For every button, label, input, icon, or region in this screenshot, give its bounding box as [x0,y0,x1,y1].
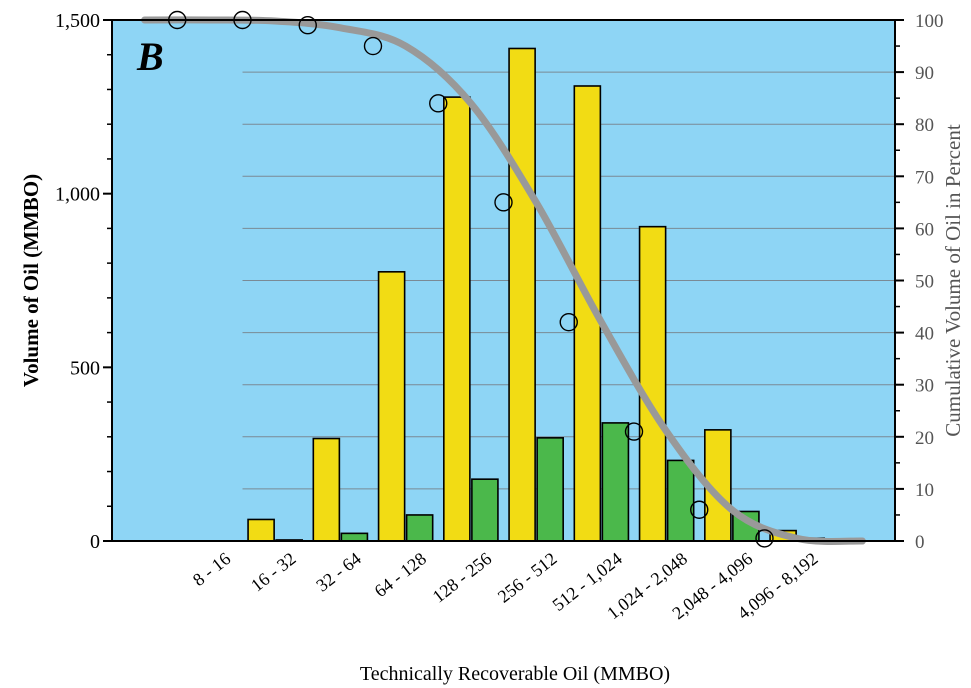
bar-series-2 [601,422,630,542]
panel-label: B [136,34,164,79]
y2-tick-label: 30 [915,376,934,397]
y-tick-label: 1,000 [55,184,100,206]
bar-series-1 [312,437,341,542]
x-tick-label: 32 - 64 [312,548,365,595]
y-tick-label: 500 [70,357,100,379]
y2-tick-label: 100 [915,11,944,32]
cumulative-marker [690,500,709,519]
y2-tick-label: 60 [915,219,934,240]
bar-series-1 [638,225,667,542]
y2-tick-label: 40 [915,324,934,345]
bar-series-1 [443,96,471,542]
x-axis-label: Technically Recoverable Oil (MMBO) [360,663,670,685]
bar-series-2 [471,478,499,542]
cumulative-marker [559,312,578,332]
cumulative-marker [624,422,644,441]
bars [247,47,825,542]
cumulative-marker [755,529,774,548]
y2-tick-label: 90 [915,63,934,84]
x-tick-label: 8 - 16 [189,548,234,590]
bar-series-1 [377,271,406,542]
gridlines [242,71,895,490]
y-tick-label: 1,500 [55,10,100,32]
y2-tick-label: 20 [915,428,934,449]
x-tick-label: 64 - 128 [370,548,430,601]
x-tick-label: 128 - 256 [429,548,496,606]
y-axis-left: 0 500 1,000 1,500 [55,10,112,553]
y2-tick-label: 10 [915,480,934,501]
bar-series-1 [508,47,536,542]
bar-series-2 [666,459,695,542]
y2-tick-label: 0 [915,532,925,553]
y-axis-label: Volume of Oil (MMBO) [19,174,43,387]
bar-series-1 [247,518,275,542]
y2-axis-label: Cumulative Volume of Oil in Percent [941,124,965,437]
y-axis-right: 0 10 20 30 40 50 60 70 80 90 100 [895,11,944,553]
bar-series-2 [405,514,434,542]
y-tick-label: 0 [90,531,100,553]
cumulative-marker [494,193,513,212]
cumulative-marker [363,36,383,56]
cumulative-line [141,16,866,545]
bar-series-2 [536,437,564,542]
cumulative-marker [298,16,317,35]
y2-tick-label: 80 [915,115,934,136]
y2-tick-label: 50 [915,272,934,293]
x-tick-label: 16 - 32 [247,548,300,595]
y2-tick-label: 70 [915,167,934,188]
cumulative-marker [429,94,448,113]
bar-series-2 [340,532,369,542]
